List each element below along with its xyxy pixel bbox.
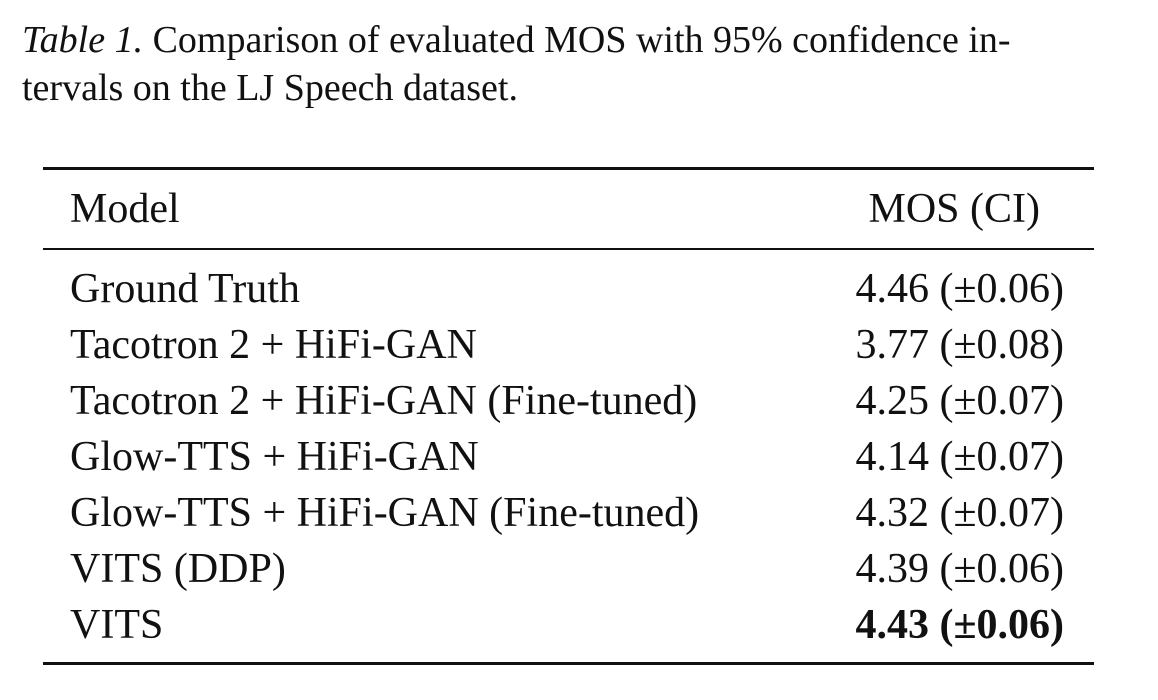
mos-mean: 4.39 xyxy=(855,546,929,592)
mos-confidence-interval: (±0.06) xyxy=(939,266,1064,312)
caption-line-1: Table 1. Comparison of evaluated MOS wit… xyxy=(22,16,1137,64)
caption-label: Table 1. xyxy=(22,19,144,61)
model-name-cell: VITS (DDP) xyxy=(70,546,286,592)
model-name-cell: Glow-TTS + HiFi-GAN xyxy=(70,434,479,480)
mos-confidence-interval: (±0.07) xyxy=(939,490,1064,536)
table-top-rule xyxy=(43,167,1094,170)
mos-confidence-interval: (±0.06) xyxy=(939,546,1064,592)
table-row: Glow-TTS + HiFi-GAN (Fine-tuned) 4.32 (±0… xyxy=(43,485,1094,541)
table-caption: Table 1. Comparison of evaluated MOS wit… xyxy=(22,16,1137,112)
mos-mean: 4.32 xyxy=(855,490,929,536)
mos-mean: 4.43 xyxy=(855,602,929,648)
model-name-cell: Ground Truth xyxy=(70,266,300,312)
table-row: Tacotron 2 + HiFi-GAN (Fine-tuned) 4.25 (… xyxy=(43,373,1094,429)
table-header-row: Model MOS (CI) xyxy=(43,181,1094,237)
table-row: Glow-TTS + HiFi-GAN 4.14 (±0.07) xyxy=(43,429,1094,485)
table-row: Ground Truth 4.46 (±0.06) xyxy=(43,261,1094,317)
mos-cell: 4.39 (±0.06) xyxy=(855,541,1064,597)
column-header-model: Model xyxy=(70,186,180,232)
mos-cell: 4.43 (±0.06) xyxy=(855,597,1064,653)
model-name-cell: Tacotron 2 + HiFi-GAN xyxy=(70,322,477,368)
mos-cell: 3.77 (±0.08) xyxy=(855,317,1064,373)
mos-mean: 4.46 xyxy=(855,266,929,312)
mos-cell: 4.46 (±0.06) xyxy=(855,261,1064,317)
mos-mean: 4.14 xyxy=(855,434,929,480)
mos-confidence-interval: (±0.08) xyxy=(939,322,1064,368)
model-name-cell: Glow-TTS + HiFi-GAN (Fine-tuned) xyxy=(70,490,700,536)
table-row: VITS 4.43 (±0.06) xyxy=(43,597,1094,653)
mos-confidence-interval: (±0.07) xyxy=(939,434,1064,480)
mos-mean: 4.25 xyxy=(855,378,929,424)
model-name-cell: VITS xyxy=(70,602,164,648)
table-row: Tacotron 2 + HiFi-GAN 3.77 (±0.08) xyxy=(43,317,1094,373)
mos-confidence-interval: (±0.06) xyxy=(939,602,1064,648)
mos-cell: 4.25 (±0.07) xyxy=(855,373,1064,429)
table-header-rule xyxy=(43,248,1094,250)
mos-cell: 4.32 (±0.07) xyxy=(855,485,1064,541)
caption-line-2: tervals on the LJ Speech dataset. xyxy=(22,67,518,109)
mos-confidence-interval: (±0.07) xyxy=(939,378,1064,424)
table-row: VITS (DDP) 4.39 (±0.06) xyxy=(43,541,1094,597)
column-header-mos: MOS (CI) xyxy=(868,186,1040,232)
caption-text: Comparison of evaluated MOS with 95% con… xyxy=(143,19,1011,61)
mos-cell: 4.14 (±0.07) xyxy=(855,429,1064,485)
table-bottom-rule xyxy=(43,662,1094,665)
mos-mean: 3.77 xyxy=(855,322,929,368)
model-name-cell: Tacotron 2 + HiFi-GAN (Fine-tuned) xyxy=(70,378,698,424)
